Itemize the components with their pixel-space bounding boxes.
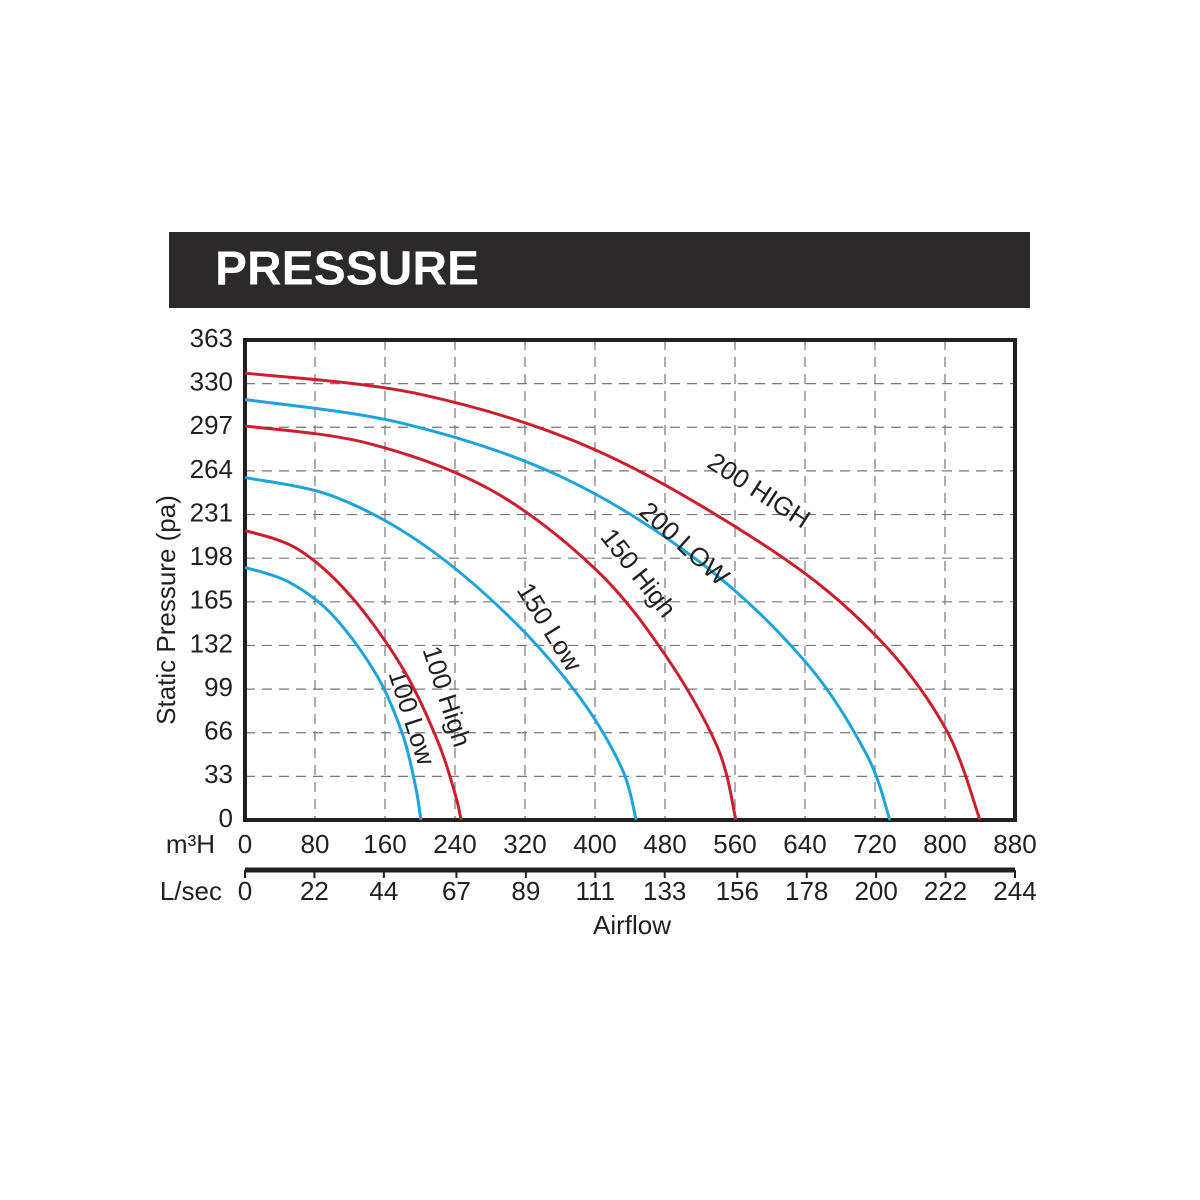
x2-tick-label: 222 bbox=[924, 876, 967, 906]
x-axis-label: Airflow bbox=[593, 910, 671, 940]
x2-tick-label: 22 bbox=[300, 876, 329, 906]
x-tick-label: 320 bbox=[503, 829, 546, 859]
y-tick-label: 132 bbox=[190, 628, 233, 658]
x2-tick-label: 156 bbox=[716, 876, 759, 906]
curve bbox=[244, 476, 638, 821]
chart-title: PRESSURE bbox=[215, 243, 479, 296]
x2-tick-label: 178 bbox=[785, 876, 828, 906]
curve bbox=[244, 528, 463, 821]
x2-tick-label: 0 bbox=[238, 876, 252, 906]
x-tick-label: 400 bbox=[573, 829, 616, 859]
x-unit-label: m³H bbox=[166, 829, 215, 859]
x-tick-label: 240 bbox=[433, 829, 476, 859]
y-tick-label: 363 bbox=[190, 323, 233, 353]
y-tick-label: 330 bbox=[190, 367, 233, 397]
x-tick-label: 560 bbox=[713, 829, 756, 859]
y-tick-label: 165 bbox=[190, 585, 233, 615]
curve bbox=[244, 371, 982, 821]
x-tick-label: 80 bbox=[301, 829, 330, 859]
curve bbox=[244, 566, 423, 821]
y-tick-label: 33 bbox=[204, 759, 233, 789]
y-tick-label: 264 bbox=[190, 454, 233, 484]
y-axis-label: Static Pressure (pa) bbox=[151, 495, 181, 725]
plot-frame bbox=[243, 338, 1017, 822]
x-tick-label: 800 bbox=[923, 829, 966, 859]
x2-tick-label: 200 bbox=[854, 876, 897, 906]
y-tick-label: 198 bbox=[190, 541, 233, 571]
curve bbox=[244, 398, 892, 821]
x2-unit-label: L/sec bbox=[160, 876, 222, 906]
x2-tick-label: 133 bbox=[643, 876, 686, 906]
x2-tick-label: 89 bbox=[511, 876, 540, 906]
x2-tick-label: 244 bbox=[993, 876, 1036, 906]
y-tick-label: 66 bbox=[204, 716, 233, 746]
x2-tick-label: 44 bbox=[369, 876, 398, 906]
x-tick-label: 480 bbox=[643, 829, 686, 859]
x-tick-label: 640 bbox=[783, 829, 826, 859]
x-tick-label: 0 bbox=[238, 829, 252, 859]
x-tick-label: 720 bbox=[853, 829, 896, 859]
title-bar bbox=[169, 232, 1030, 308]
curve bbox=[244, 424, 738, 821]
x-tick-label: 880 bbox=[993, 829, 1036, 859]
y-tick-label: 0 bbox=[219, 803, 233, 833]
x2-tick-label: 111 bbox=[576, 876, 616, 906]
y-tick-label: 297 bbox=[190, 410, 233, 440]
curve-label: 200 HIGH bbox=[703, 446, 816, 534]
y-tick-label: 231 bbox=[190, 497, 233, 527]
x2-tick-label: 67 bbox=[442, 876, 471, 906]
x-tick-label: 160 bbox=[363, 829, 406, 859]
y-tick-label: 99 bbox=[204, 672, 233, 702]
